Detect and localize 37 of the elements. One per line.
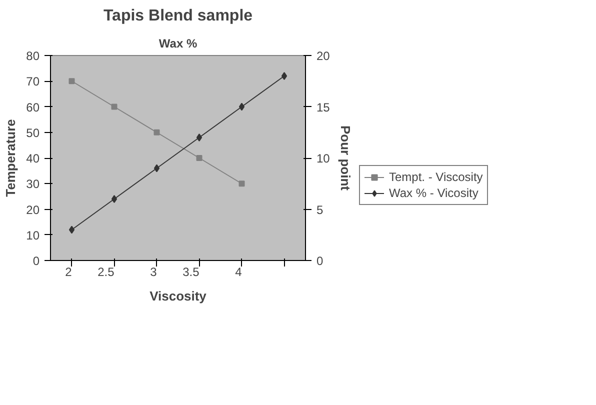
y2-tick-label: 5 — [316, 202, 324, 217]
y-tick-label: 40 — [26, 152, 40, 166]
y-tick-label: 30 — [26, 177, 40, 192]
y-tick-label: 60 — [26, 100, 40, 114]
y-axis-title: Temperature — [3, 119, 18, 197]
x-tick-label: 3 — [150, 265, 158, 279]
x-tick-label: 4 — [235, 265, 242, 279]
chart-subtitle: Wax % — [158, 36, 198, 50]
y2-tick-label: 15 — [316, 100, 330, 114]
x-tick-label: 3.5 — [182, 265, 200, 279]
point — [281, 72, 288, 80]
point — [154, 129, 160, 136]
y-tick-label: 70 — [26, 74, 40, 89]
legend-label: Tempt. - Viscosity — [389, 170, 483, 184]
y-tick-label: 50 — [26, 126, 40, 140]
y-tick-label: 0 — [32, 254, 40, 268]
point — [196, 155, 202, 161]
y-tick-label: 20 — [26, 202, 40, 217]
legend-label: Wax % - Vicosity — [389, 186, 478, 200]
x-tick-label: 2 — [65, 265, 72, 279]
point — [68, 226, 75, 234]
point — [238, 180, 245, 187]
point — [111, 104, 118, 110]
point — [238, 102, 245, 111]
point — [68, 78, 75, 84]
y2-tick-label: 10 — [316, 152, 330, 166]
y-tick-label: 80 — [26, 49, 40, 63]
point — [111, 195, 118, 203]
y2-tick-label: 0 — [316, 254, 324, 268]
x-tick-label: 2.5 — [98, 265, 115, 279]
point — [196, 134, 202, 142]
y2-axis-title: Pour point — [338, 126, 353, 192]
y2-tick-label: 20 — [316, 49, 330, 63]
x-axis-title: Viscosity — [150, 288, 208, 304]
point — [154, 164, 160, 172]
chart-title: Tapis Blend sample — [103, 8, 253, 24]
y-tick-label: 10 — [26, 228, 40, 242]
